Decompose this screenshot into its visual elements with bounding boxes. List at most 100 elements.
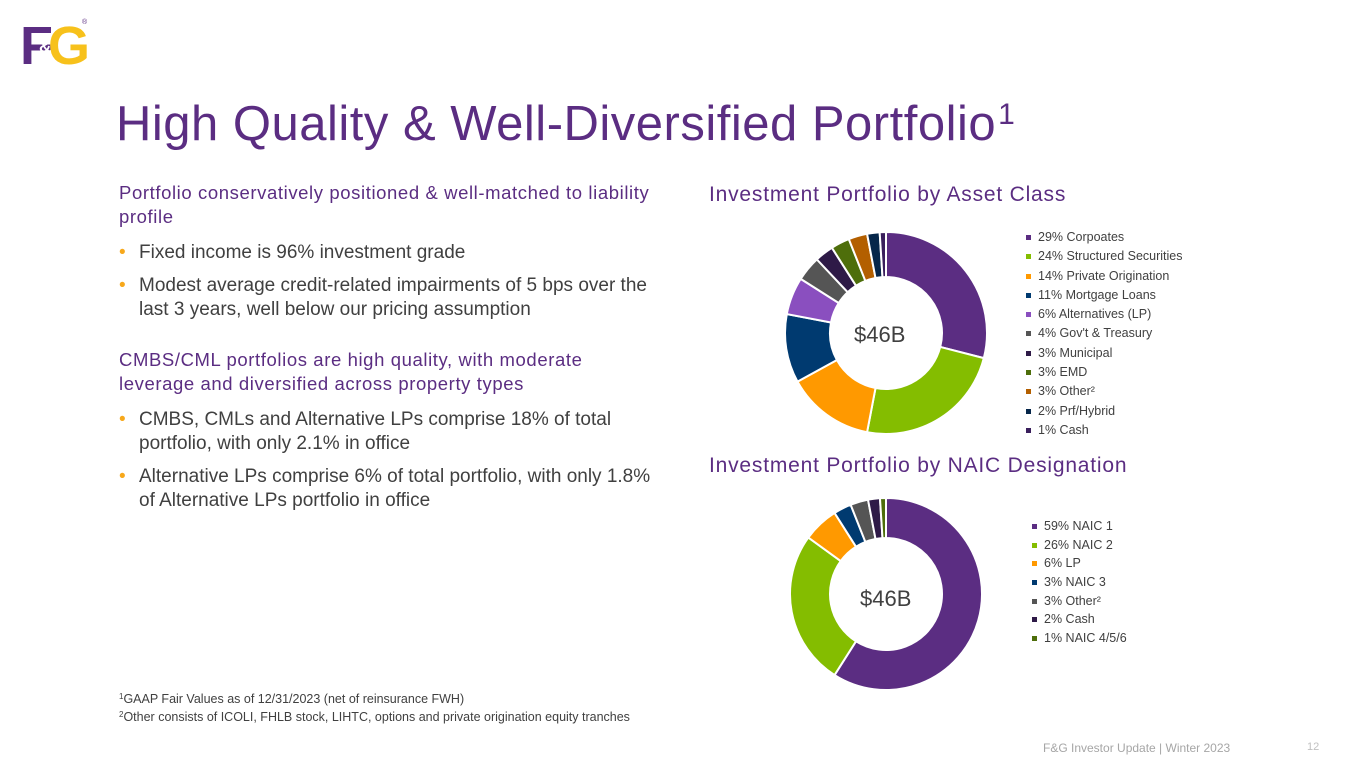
page-title: High Quality & Well-Diversified Portfoli… bbox=[116, 96, 1015, 152]
chart-asset-class-title: Investment Portfolio by Asset Class bbox=[709, 183, 1067, 206]
legend-swatch bbox=[1026, 292, 1031, 298]
chart-naic-title: Investment Portfolio by NAIC Designation bbox=[709, 454, 1128, 477]
legend-label: 11% Mortgage Loans bbox=[1038, 287, 1156, 302]
page-title-footnote-ref: 1 bbox=[998, 98, 1016, 131]
legend-swatch bbox=[1026, 331, 1031, 337]
legend-swatch bbox=[1026, 427, 1031, 433]
legend-item: 26% NAIC 2 bbox=[1032, 537, 1127, 556]
bullet-item: • Modest average credit-related impairmen… bbox=[119, 274, 659, 322]
legend-swatch bbox=[1032, 524, 1037, 529]
chart-asset-class-center-label: $46B bbox=[854, 322, 906, 347]
chart-naic-center-label: $46B bbox=[860, 586, 912, 611]
legend-item: 1% NAIC 4/5/6 bbox=[1032, 630, 1127, 649]
donut-chart-naic bbox=[789, 497, 983, 691]
bullet-item: • Alternative LPs comprise 6% of total po… bbox=[119, 465, 659, 513]
legend-item: 2% Prf/Hybrid bbox=[1026, 403, 1183, 422]
legend-item: 14% Private Origination bbox=[1026, 268, 1183, 287]
donut-slice-7 bbox=[878, 497, 887, 540]
legend-swatch bbox=[1026, 370, 1031, 376]
footnote-1: 1GAAP Fair Values as of 12/31/2023 (net … bbox=[119, 690, 630, 708]
bullet-icon: • bbox=[119, 242, 126, 263]
bullet-item: • Fixed income is 96% investment grade bbox=[119, 241, 659, 265]
legend-label: 3% Municipal bbox=[1038, 345, 1113, 360]
legend-item: 1% Cash bbox=[1026, 422, 1183, 441]
footnote-1-number: 1 bbox=[119, 692, 124, 701]
bullet-text: Modest average credit-related impairment… bbox=[139, 275, 647, 320]
legend-label: 3% EMD bbox=[1038, 365, 1088, 380]
footnote-2-number: 2 bbox=[119, 710, 124, 719]
footnotes: 1GAAP Fair Values as of 12/31/2023 (net … bbox=[119, 690, 630, 726]
legend-label: 3% Other² bbox=[1038, 384, 1095, 399]
legend-swatch bbox=[1026, 350, 1031, 356]
legend-label: 1% Cash bbox=[1038, 422, 1089, 437]
legend-item: 3% Other² bbox=[1032, 593, 1127, 612]
footer-text: F&G Investor Update | Winter 2023 bbox=[1043, 741, 1231, 755]
legend-label: 6% Alternatives (LP) bbox=[1038, 307, 1152, 322]
chart-asset-class-legend: 29% Corpoates 24% Structured Securities 14… bbox=[1026, 229, 1183, 441]
bullet-icon: • bbox=[119, 275, 126, 296]
legend-label: 26% NAIC 2 bbox=[1044, 537, 1113, 552]
bullet-icon: • bbox=[119, 466, 126, 487]
legend-label: 29% Corpoates bbox=[1038, 230, 1125, 244]
legend-swatch bbox=[1032, 636, 1037, 642]
legend-item: 6% LP bbox=[1032, 555, 1127, 574]
left-column: Portfolio conservatively positioned & we… bbox=[119, 181, 659, 522]
legend-label: 3% NAIC 3 bbox=[1044, 575, 1106, 590]
legend-item: 11% Mortgage Loans bbox=[1026, 287, 1183, 306]
bullet-text: CMBS, CMLs and Alternative LPs comprise … bbox=[139, 409, 612, 454]
legend-swatch bbox=[1026, 273, 1031, 279]
legend-item: 4% Gov't & Treasury bbox=[1026, 325, 1183, 344]
legend-label: 14% Private Origination bbox=[1038, 268, 1170, 283]
legend-item: 6% Alternatives (LP) bbox=[1026, 306, 1183, 325]
section2-heading: CMBS/CML portfolios are high quality, wi… bbox=[119, 349, 583, 394]
page-number: 12 bbox=[1307, 741, 1320, 753]
legend-item: 59% NAIC 1 bbox=[1032, 518, 1127, 537]
legend-item: 29% Corpoates bbox=[1026, 229, 1183, 248]
legend-swatch bbox=[1032, 598, 1037, 604]
legend-swatch bbox=[1026, 312, 1031, 318]
fg-logo: F G & ® bbox=[20, 16, 90, 68]
footnote-1-text: GAAP Fair Values as of 12/31/2023 (net o… bbox=[123, 692, 465, 706]
legend-label: 2% Cash bbox=[1044, 612, 1095, 627]
legend-label: 4% Gov't & Treasury bbox=[1038, 326, 1153, 341]
logo-letter-g: G bbox=[48, 16, 90, 68]
logo-letter-f: F bbox=[20, 16, 53, 68]
legend-swatch bbox=[1026, 235, 1031, 240]
legend-swatch bbox=[1026, 408, 1031, 414]
donut-chart-asset-class bbox=[784, 231, 988, 435]
footnote-2-text: Other consists of ICOLI, FHLB stock, LIH… bbox=[123, 710, 630, 724]
legend-swatch bbox=[1032, 580, 1037, 586]
bullet-text: Fixed income is 96% investment grade bbox=[139, 242, 466, 263]
legend-label: 1% NAIC 4/5/6 bbox=[1044, 631, 1127, 646]
bullet-item: • CMBS, CMLs and Alternative LPs comprise… bbox=[119, 408, 659, 456]
footnote-2: 2Other consists of ICOLI, FHLB stock, LI… bbox=[119, 708, 630, 726]
bullet-text: Alternative LPs comprise 6% of total por… bbox=[139, 466, 651, 511]
legend-swatch bbox=[1026, 254, 1031, 260]
section1-bullets: • Fixed income is 96% investment grade • M… bbox=[119, 241, 659, 322]
donut-slice-11 bbox=[878, 231, 887, 279]
section2-bullets: • CMBS, CMLs and Alternative LPs comprise… bbox=[119, 408, 659, 513]
legend-item: 3% NAIC 3 bbox=[1032, 574, 1127, 593]
legend-item: 2% Cash bbox=[1032, 611, 1127, 630]
legend-item: 3% EMD bbox=[1026, 364, 1183, 383]
donut-slice-1 bbox=[885, 231, 988, 360]
legend-item: 3% Municipal bbox=[1026, 345, 1183, 364]
donut-slice-2 bbox=[789, 536, 858, 677]
chart-naic-legend: 59% NAIC 1 26% NAIC 2 6% LP 3% NAIC 3 3% Oth… bbox=[1032, 518, 1127, 649]
donut-slice-1 bbox=[833, 497, 983, 691]
page-title-text: High Quality & Well-Diversified Portfoli… bbox=[116, 97, 997, 151]
logo-ampersand: & bbox=[39, 37, 51, 56]
legend-item: 24% Structured Securities bbox=[1026, 248, 1183, 267]
legend-label: 3% Other² bbox=[1044, 593, 1101, 608]
legend-swatch bbox=[1026, 389, 1031, 395]
logo-registered-mark: ® bbox=[82, 18, 88, 26]
legend-label: 24% Structured Securities bbox=[1038, 249, 1183, 264]
section1-heading: Portfolio conservatively positioned & we… bbox=[119, 182, 650, 227]
legend-swatch bbox=[1032, 542, 1037, 548]
legend-label: 2% Prf/Hybrid bbox=[1038, 403, 1116, 418]
legend-label: 59% NAIC 1 bbox=[1044, 519, 1113, 533]
legend-swatch bbox=[1032, 617, 1037, 623]
legend-item: 3% Other² bbox=[1026, 383, 1183, 402]
legend-label: 6% LP bbox=[1044, 556, 1081, 571]
donut-slice-2 bbox=[865, 345, 986, 435]
